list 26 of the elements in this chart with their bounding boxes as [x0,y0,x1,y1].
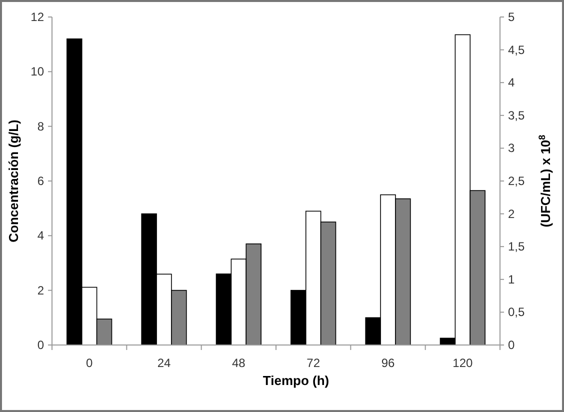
y-tick-label: 4 [37,228,44,243]
y2-tick-label: 2 [508,206,515,221]
y2-tick-label: 2,5 [508,174,526,188]
y2-tick-label: 0 [508,338,515,352]
x-tick-label: 0 [86,356,93,370]
y2-tick-label: 1,5 [508,240,526,254]
y2-tick-label: 3,5 [508,108,526,122]
y-tick-label: 0 [37,338,44,352]
y-tick-label: 8 [37,119,44,134]
y-tick-label: 12 [30,10,44,24]
y2-tick-label: 5 [508,10,515,24]
y-tick-label: 10 [30,64,44,79]
x-tick-label: 48 [232,356,246,370]
y2-tick-label: 3 [508,141,515,156]
x-tick-label: 72 [306,356,320,370]
y-axis-title: Concentración (g/L) [6,120,21,242]
y-tick-label: 6 [37,174,44,188]
x-tick-label: 120 [452,356,473,370]
y2-tick-label: 0,5 [508,305,526,320]
x-axis-title: Tiempo (h) [262,373,330,388]
y-tick-label: 2 [37,283,44,298]
y2-tick-label: 4 [508,76,515,90]
y2-tick-label: 1 [508,272,515,286]
x-tick-label: 24 [157,356,171,370]
y2-tick-label: 4,5 [508,42,526,57]
x-tick-label: 96 [381,356,395,370]
